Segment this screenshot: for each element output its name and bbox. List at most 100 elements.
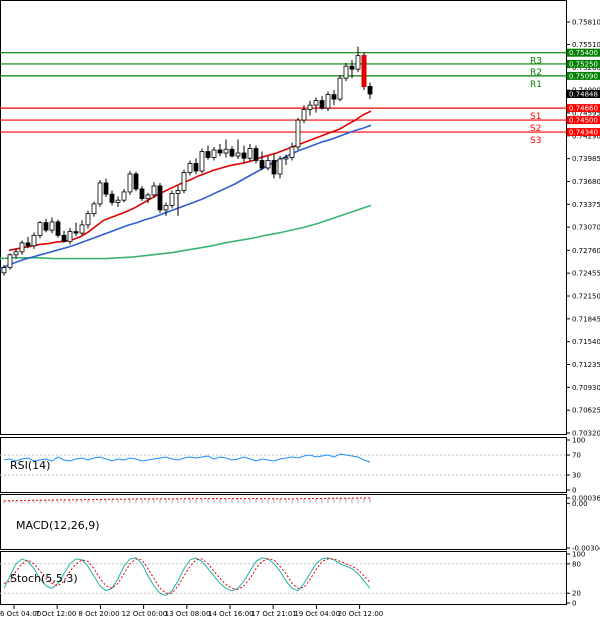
candle-bull: [337, 77, 343, 100]
candle-bull: [199, 151, 205, 172]
macd-label: MACD(12,26,9): [16, 519, 100, 532]
candle-bull: [163, 205, 169, 211]
price-tick-label: 0.71235: [572, 361, 600, 369]
level-label-s1: S1: [530, 112, 541, 122]
price-tick-label: 0.70930: [572, 384, 600, 392]
candle-bull: [37, 222, 43, 236]
candle-bull: [175, 190, 181, 194]
level-tag-s2: [567, 116, 600, 125]
level-tag-text: 0.75250: [569, 60, 598, 68]
candle-bear: [331, 94, 337, 100]
price-tick-label: 0.74290: [572, 132, 600, 140]
candle-bear: [193, 163, 199, 172]
level-tag-r3: [567, 48, 600, 57]
rsi-tick-label: 30: [572, 472, 581, 480]
level-label-r1: R1: [530, 80, 542, 90]
time-tick-label: 17 Oct 21:01: [251, 610, 297, 618]
candle-bear: [205, 151, 211, 158]
candle-bull: [247, 148, 253, 159]
level-tag-text: 0.75090: [569, 72, 598, 80]
price-tick-label: 0.73070: [572, 224, 600, 232]
candle-bear: [271, 160, 277, 175]
ma-blue-line: [0, 124, 372, 270]
level-tag-text: 0.75400: [569, 49, 598, 57]
price-tick-label: 0.73680: [572, 178, 600, 186]
candle-bear: [229, 148, 235, 157]
candle-bull: [283, 157, 289, 160]
candle-bull: [313, 100, 319, 106]
time-tick-label: 7 Oct 12:00: [35, 610, 76, 618]
candle-bear: [349, 65, 355, 70]
candle-bull: [325, 94, 331, 109]
rsi-tick-label: 70: [572, 452, 581, 460]
price-tick-label: 0.71845: [572, 315, 600, 323]
rsi-label: RSI(14): [10, 459, 50, 472]
candle-bull: [223, 148, 229, 154]
candle-bull: [169, 193, 175, 206]
price-tick-label: 0.73985: [572, 155, 600, 163]
stoch-panel-frame: [0, 551, 567, 605]
candle-bear: [319, 100, 325, 109]
level-label-r3: R3: [530, 57, 542, 67]
candle-highlight: [361, 55, 367, 87]
candle-bull: [67, 231, 73, 242]
macd-panel: 0.0003610.00 -0.003046: [3, 495, 600, 553]
candle-bull: [295, 119, 301, 148]
macd-signal-line: [3, 497, 370, 502]
price-tick-label: 0.70320: [572, 430, 600, 438]
rsi-tick-label: 0: [572, 487, 576, 495]
candle-bull: [91, 203, 97, 215]
candle-bull: [31, 234, 37, 247]
candle-bull: [1, 267, 7, 274]
candle-bull: [277, 158, 283, 175]
candle-bear: [43, 222, 49, 231]
macd-tick-label: 0.00: [572, 500, 588, 508]
candlesticks: [1, 46, 373, 276]
candle-bull: [355, 55, 361, 70]
candle-bull: [97, 182, 103, 205]
time-tick-label: 13 Oct 08:00: [165, 610, 211, 618]
level-tag-r2: [567, 59, 600, 68]
candle-bull: [49, 221, 55, 231]
candle-bull: [187, 163, 193, 173]
time-tick-label: 14 Oct 16:00: [208, 610, 254, 618]
price-panel-frame: [0, 0, 567, 435]
candle-bull: [19, 242, 25, 253]
candle-bull: [7, 254, 13, 268]
candle-bull: [121, 191, 127, 201]
price-tick-label: 0.72760: [572, 247, 600, 255]
macd-panel-frame: [0, 494, 567, 550]
time-tick-label: 19 Oct 04:00: [294, 610, 340, 618]
stoch-main-line: [3, 557, 371, 597]
macd-tick-label: -0.003046: [572, 545, 600, 553]
time-tick-label: 20 Oct 12:00: [338, 610, 384, 618]
candle-bear: [139, 188, 145, 200]
candle-bull: [85, 213, 91, 226]
level-label-s3: S3: [530, 136, 541, 146]
candle-bear: [133, 173, 139, 190]
level-tag-text: 0.74660: [569, 105, 598, 113]
stoch-signal-line: [3, 558, 371, 594]
level-tag-text: 0.74500: [569, 117, 598, 125]
candle-bull: [79, 224, 85, 234]
candle-bear: [109, 193, 115, 203]
candle-bull: [343, 65, 349, 79]
candle-bull: [235, 152, 241, 157]
macd-tick-label: 0.000361: [572, 495, 600, 503]
candle-bear: [217, 149, 223, 154]
candle-bull: [145, 194, 151, 200]
rsi-panel: 100 70 30 0: [0, 437, 585, 495]
time-tick-label: 12 Oct 00:00: [122, 610, 168, 618]
candle-bear: [25, 242, 31, 247]
stoch-tick-label: 100: [572, 551, 585, 559]
level-tag-text: 0.74340: [569, 129, 598, 137]
level-label-s2: S2: [530, 124, 541, 134]
candle-bull: [127, 173, 133, 193]
candle-bear: [253, 148, 259, 161]
rsi-line: [3, 453, 371, 463]
candle-bull: [301, 109, 307, 121]
level-tag-s3: [567, 128, 600, 137]
candle-bull: [115, 199, 121, 203]
